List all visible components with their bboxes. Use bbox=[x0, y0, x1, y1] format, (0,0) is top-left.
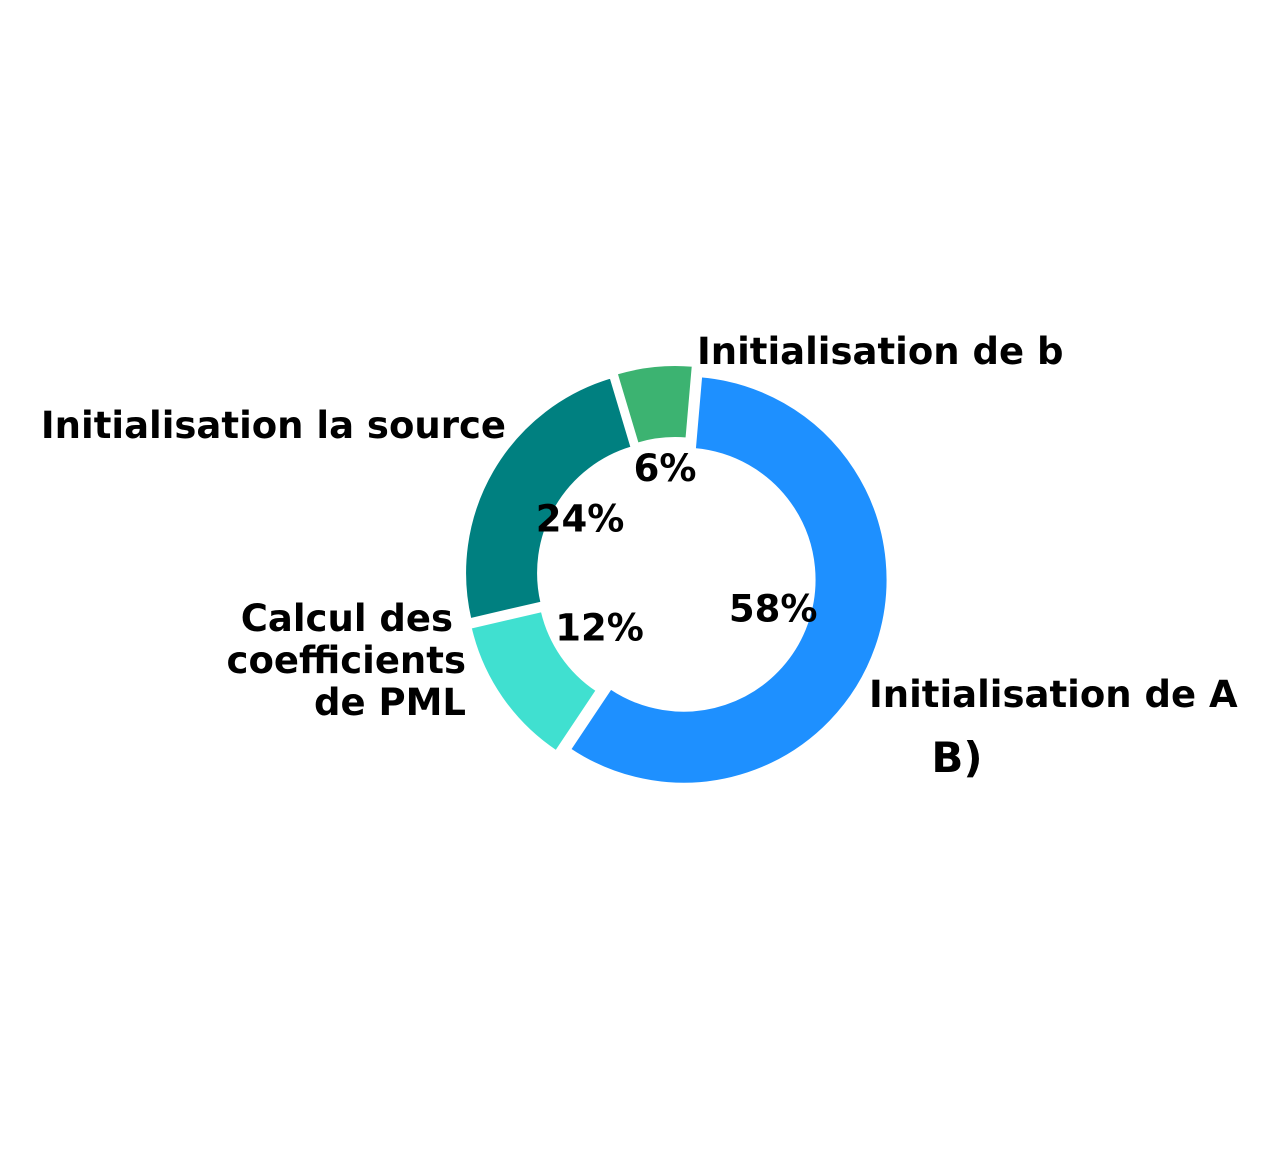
slice-initialisation-de-b bbox=[615, 364, 694, 445]
pct-label: 58% bbox=[729, 588, 818, 631]
pct-label: 12% bbox=[555, 606, 644, 649]
panel-label: B) bbox=[931, 733, 982, 782]
category-labels: Initialisation de b Initialisation la sou… bbox=[41, 330, 1238, 724]
percentage-labels: 6%24% 12% 58% bbox=[536, 447, 818, 649]
donut-slices bbox=[464, 364, 889, 785]
slice-calcul-des-coefficients-de-pml bbox=[469, 609, 599, 753]
category-label: Initialisation de b bbox=[697, 330, 1063, 373]
category-label: Initialisation de A bbox=[869, 673, 1238, 716]
slice-initialisation-la-source bbox=[464, 376, 633, 621]
slice-initialisation-de-a bbox=[568, 375, 889, 785]
pct-label: 24% bbox=[536, 498, 625, 541]
category-label: Initialisation la source bbox=[41, 404, 506, 447]
category-label: Calcul des coefficients de PML bbox=[227, 597, 466, 724]
pct-label: 6% bbox=[634, 447, 697, 490]
